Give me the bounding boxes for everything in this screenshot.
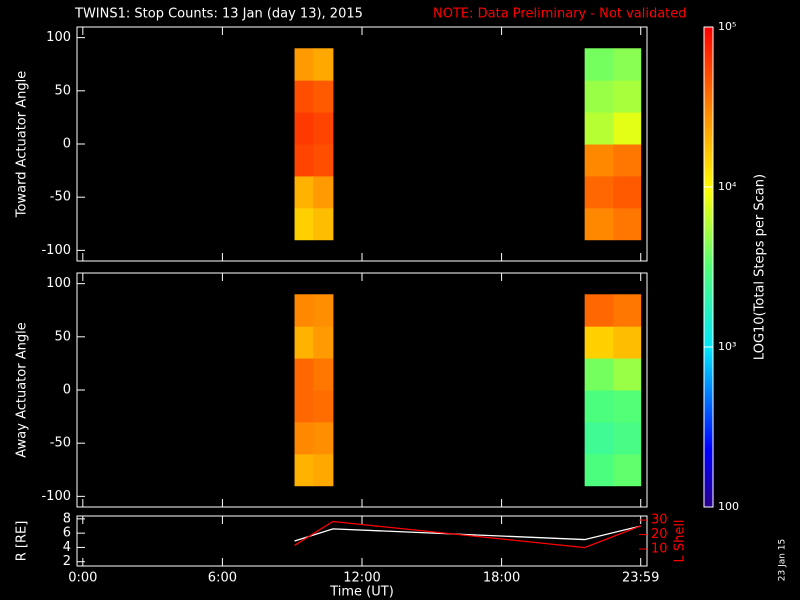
y-tick-label: 8 [63,511,71,526]
heatmap-cell [613,326,642,359]
heatmap-cell [313,421,334,455]
y-tick-label: -100 [41,243,71,258]
heatmap-cell [294,421,314,455]
y-tick-label: 2 [63,554,71,569]
heatmap [294,294,642,487]
heatmap-cell [584,326,614,359]
heatmap-cell [294,453,314,487]
heatmap-cell [584,294,614,327]
heatmap-cell [294,326,314,359]
heatmap-cell [313,207,334,241]
plot-frame [76,26,648,262]
heatmap-cell [294,144,314,177]
y-tick-label: 0 [63,383,71,398]
plot-frame [76,272,648,508]
y-tick-label: 100 [46,276,71,291]
x-axis-label: Time (UT) [329,585,394,600]
heatmap-cell [613,294,642,327]
heatmap-cell [313,48,334,81]
x-tick-label: 0:00 [68,571,97,586]
y-axis-label: R [RE] [15,521,30,562]
y-tick-label: 0 [63,137,71,152]
y2-axis-label: L Shell [673,519,688,562]
heatmap-cell [294,207,314,241]
heatmap-cell [313,144,334,177]
heatmap-cell [584,421,614,455]
heatmap-cell [613,453,642,487]
heatmap-cell [584,48,614,81]
heatmap-cell [613,421,642,455]
heatmap-cell [313,294,334,327]
y-tick-label: -100 [41,489,71,504]
heatmap-cell [613,80,642,113]
heatmap-cell [613,144,642,177]
heatmap-cell [313,453,334,487]
x-tick-label: 23:59 [622,571,659,586]
heatmap-cell [313,326,334,359]
y2-tick-label: 20 [651,527,668,542]
colorbar [703,26,714,508]
y-tick-label: 6 [63,526,71,541]
heatmap-cell [584,80,614,113]
y-tick-label: -50 [50,190,71,205]
heatmap-cell [294,112,314,145]
y2-tick-label: 30 [651,513,668,528]
colorbar-label: LOG10(Total Steps per Scan) [753,174,768,360]
y-tick-label: 50 [54,83,71,98]
heatmap-cell [294,294,314,327]
heatmap-cell [613,175,642,209]
heatmap-cell [313,80,334,113]
x-tick-label: 6:00 [208,571,237,586]
y-axis-label: Away Actuator Angle [15,322,30,457]
heatmap-cell [313,390,334,423]
heatmap-cell [613,390,642,423]
colorbar-tick-label: 10³ [718,340,736,353]
colorbar-tick-label: 10⁵ [718,20,736,33]
colorbar-tick-label: 10⁴ [718,180,737,193]
heatmap-cell [584,453,614,487]
heatmap-cell [584,358,614,391]
y2-tick-label: 10 [651,542,668,557]
series-line [294,520,641,549]
heatmap-cell [584,175,614,209]
colorbar-tick-label: 100 [718,500,739,513]
x-tick-label: 12:00 [343,571,380,586]
heatmap-cell [613,112,642,145]
x-tick-label: 18:00 [483,571,520,586]
y-tick-label: 100 [46,30,71,45]
heatmap-cell [613,358,642,391]
heatmap-cell [294,358,314,391]
y-tick-label: -50 [50,436,71,451]
heatmap-cell [294,48,314,81]
chart-title: TWINS1: Stop Counts: 13 Jan (day 13), 20… [74,7,363,22]
heatmap-cell [313,112,334,145]
y-tick-label: 4 [63,540,71,555]
note: NOTE: Data Preliminary - Not validated [433,7,687,22]
heatmap-cell [294,390,314,423]
y-axis-label: Toward Actuator Angle [15,71,30,218]
heatmap-cell [294,80,314,113]
heatmap [294,48,642,241]
heatmap-cell [613,48,642,81]
heatmap-cell [313,175,334,209]
heatmap-cell [584,207,614,241]
heatmap-cell [613,207,642,241]
heatmap-cell [313,358,334,391]
date-stamp: 23 Jan 15 [778,539,788,582]
y-tick-label: 50 [54,329,71,344]
heatmap-cell [584,144,614,177]
heatmap-cell [294,175,314,209]
heatmap-cell [584,390,614,423]
heatmap-cell [584,112,614,145]
